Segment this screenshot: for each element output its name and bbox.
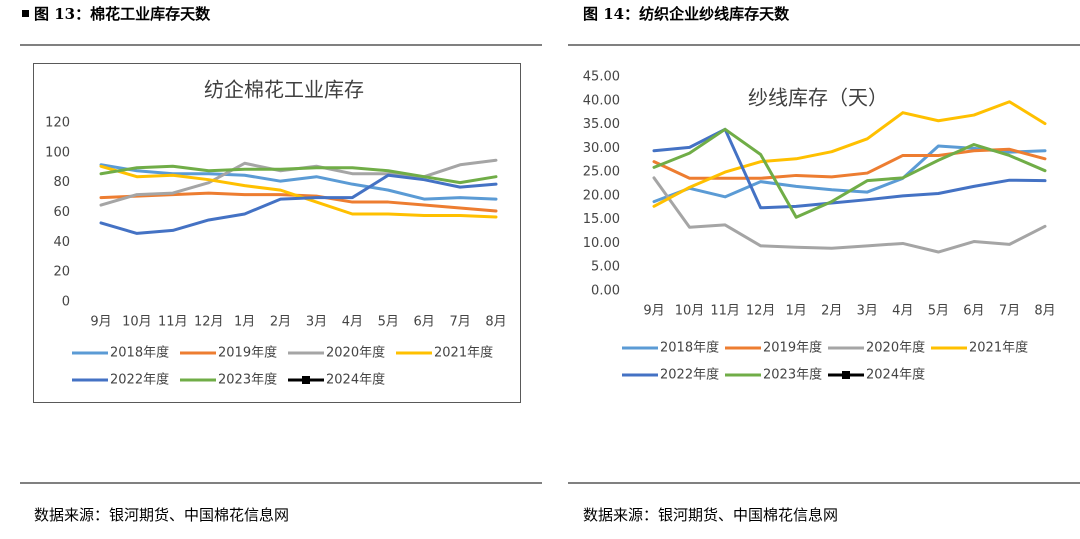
legend-marker [302,376,310,384]
x-tick-label: 9月 [90,315,111,330]
chart-title: 纱线库存（天） [748,86,888,110]
figure-caption: 图 14：纺织企业纱线库存天数 [583,5,790,23]
x-tick-label: 2月 [821,304,842,319]
x-tick-label: 10月 [122,315,152,330]
y-tick-label: 120 [45,116,70,131]
legend-label: 2023年度 [218,372,277,388]
legend-label: 2021年度 [434,345,493,361]
series-line [99,163,498,201]
x-tick-label: 1月 [786,304,807,319]
legend-marker [842,371,850,379]
y-tick-label: 20.00 [583,188,620,203]
y-tick-label: 40.00 [583,93,620,108]
y-tick-label: 20 [53,265,70,280]
series-line [99,164,498,185]
x-tick-label: 9月 [643,304,664,319]
bullet [22,10,29,17]
chart-frame [33,63,521,403]
x-tick-label: 10月 [675,304,705,319]
series-line [652,127,1047,219]
y-tick-label: 0.00 [591,284,620,299]
y-tick-label: 60 [53,205,70,220]
legend-label: 2019年度 [763,340,822,356]
series-line [652,127,1047,210]
x-tick-label: 12月 [194,315,224,330]
x-tick-label: 2月 [270,315,291,330]
legend-label: 2024年度 [326,372,385,388]
legend-label: 2018年度 [110,345,169,361]
x-tick-label: 11月 [710,304,740,319]
legend-label: 2022年度 [110,372,169,388]
x-tick-label: 4月 [892,304,913,319]
x-tick-label: 6月 [414,315,435,330]
x-tick-label: 5月 [378,315,399,330]
x-tick-label: 8月 [1034,304,1055,319]
x-tick-label: 3月 [857,304,878,319]
y-tick-label: 15.00 [583,212,620,227]
series-line [652,176,1047,254]
figure-source: 数据来源：银河期货、中国棉花信息网 [583,506,838,524]
x-tick-label: 12月 [746,304,776,319]
x-tick-label: 5月 [928,304,949,319]
legend-label: 2019年度 [218,345,277,361]
legend-label: 2018年度 [660,340,719,356]
y-tick-label: 80 [53,175,70,190]
x-tick-label: 7月 [999,304,1020,319]
figure-caption: 图 13：棉花工业库存天数 [34,5,211,23]
legend-label: 2020年度 [326,345,385,361]
series-line [99,164,498,219]
legend-label: 2023年度 [763,367,822,383]
y-tick-label: 40 [53,235,70,250]
series-line [99,173,498,235]
chart-title: 纺企棉花工业库存 [204,78,364,102]
y-tick-label: 25.00 [583,165,620,180]
y-tick-label: 5.00 [591,260,620,275]
x-tick-label: 7月 [449,315,470,330]
y-tick-label: 10.00 [583,236,620,251]
legend-label: 2022年度 [660,367,719,383]
figure-source: 数据来源：银河期货、中国棉花信息网 [34,506,289,524]
y-tick-label: 100 [45,145,70,160]
y-tick-label: 30.00 [583,141,620,156]
legend-label: 2024年度 [866,367,925,383]
x-tick-label: 3月 [306,315,327,330]
y-tick-label: 45.00 [583,70,620,85]
y-tick-label: 0 [62,295,70,310]
x-tick-label: 11月 [158,315,188,330]
legend-label: 2020年度 [866,340,925,356]
legend-label: 2021年度 [969,340,1028,356]
x-tick-label: 6月 [963,304,984,319]
series-line [652,100,1047,208]
x-tick-label: 8月 [485,315,506,330]
x-tick-label: 4月 [342,315,363,330]
series-line [652,147,1047,180]
y-tick-label: 35.00 [583,117,620,132]
x-tick-label: 1月 [234,315,255,330]
